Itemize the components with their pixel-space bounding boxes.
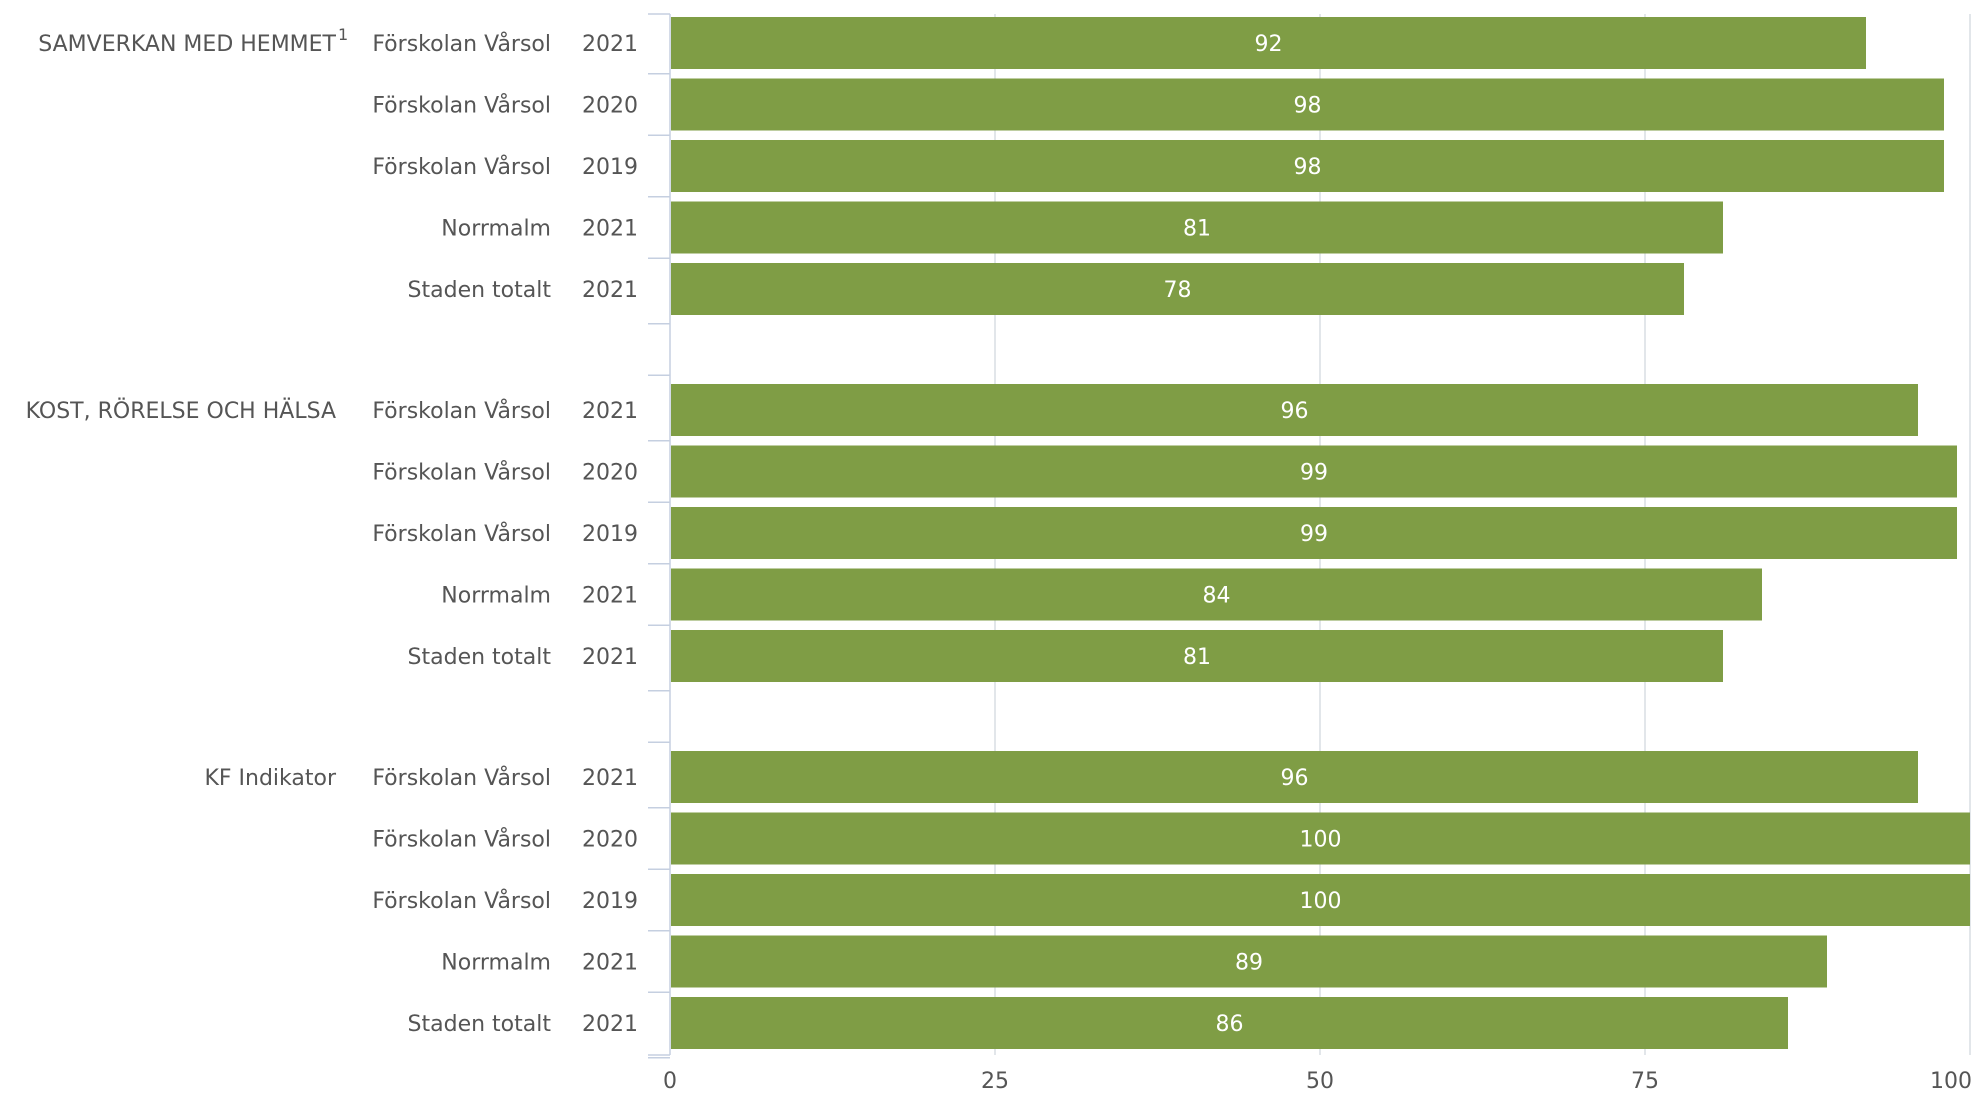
group-label: KF Indikator [204,766,337,791]
row-year-label: 2021 [582,951,638,976]
row-name-label: Förskolan Vårsol [372,460,551,486]
bar-value-label: 100 [1300,889,1342,914]
bar [671,812,1970,865]
group-label: KOST, RÖRELSE OCH HÄLSA [26,398,336,424]
x-tick-label: 0 [663,1069,677,1094]
bar [671,751,1918,803]
bar-value-label: 99 [1300,522,1328,547]
row-name-label: Förskolan Vårsol [372,765,551,791]
bar-value-label: 81 [1183,217,1211,242]
bar [671,997,1788,1049]
row-name-label: Norrmalm [441,217,551,242]
bar [671,445,1957,498]
row-name-label: Förskolan Vårsol [372,827,551,853]
row-name-label: Förskolan Vårsol [372,93,551,119]
x-tick-label: 75 [1631,1069,1659,1094]
bar-value-label: 99 [1300,461,1328,486]
bar [671,263,1684,315]
row-year-label: 2019 [582,522,638,547]
row-year-label: 2020 [582,828,638,853]
row-year-label: 2019 [582,889,638,914]
group-footnote: 1 [338,25,348,44]
row-name-label: Staden totalt [408,278,552,303]
bar-value-label: 98 [1294,155,1322,180]
row-year-label: 2021 [582,217,638,242]
row-year-label: 2021 [582,32,638,57]
bar [671,568,1762,621]
bar-value-label: 98 [1294,94,1322,119]
row-year-label: 2020 [582,461,638,486]
bar [671,935,1827,988]
bar [671,384,1918,436]
bar [671,630,1723,682]
row-name-label: Förskolan Vårsol [372,154,551,180]
row-year-label: 2020 [582,94,638,119]
row-name-label: Staden totalt [408,1012,552,1037]
row-name-label: Förskolan Vårsol [372,31,551,57]
x-tick-label: 25 [981,1069,1009,1094]
bar [671,78,1944,131]
bar [671,140,1944,192]
bar [671,201,1723,254]
bar [671,507,1957,559]
row-year-label: 2019 [582,155,638,180]
row-name-label: Förskolan Vårsol [372,521,551,547]
row-year-label: 2021 [582,278,638,303]
row-name-label: Staden totalt [408,645,552,670]
bar-value-label: 78 [1164,278,1192,303]
x-tick-label: 50 [1306,1069,1334,1094]
row-year-label: 2021 [582,645,638,670]
bar-value-label: 89 [1235,951,1263,976]
bar-value-label: 96 [1281,399,1309,424]
row-year-label: 2021 [582,1012,638,1037]
row-year-label: 2021 [582,399,638,424]
row-name-label: Förskolan Vårsol [372,888,551,914]
bar-value-label: 84 [1203,584,1231,609]
bar-value-label: 92 [1255,32,1283,57]
group-label: SAMVERKAN MED HEMMET [38,32,336,57]
bar-value-label: 86 [1216,1012,1244,1037]
row-name-label: Norrmalm [441,584,551,609]
row-year-label: 2021 [582,766,638,791]
bar-value-label: 81 [1183,645,1211,670]
row-name-label: Förskolan Vårsol [372,398,551,424]
x-tick-label: 100 [1930,1069,1972,1094]
bar [671,874,1970,926]
row-name-label: Norrmalm [441,951,551,976]
row-year-label: 2021 [582,584,638,609]
bar [671,17,1866,69]
bar-value-label: 100 [1300,828,1342,853]
bar-value-label: 96 [1281,766,1309,791]
